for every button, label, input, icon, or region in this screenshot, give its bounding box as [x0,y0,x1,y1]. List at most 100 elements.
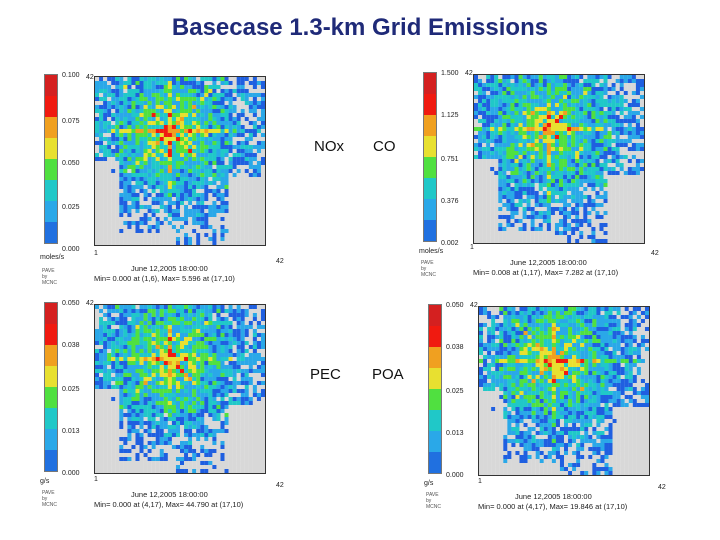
map-cell [159,321,164,326]
map-cell [514,123,519,128]
map-cell [192,357,197,362]
map-cell [240,377,245,382]
map-cell [530,179,535,184]
map-cell [554,115,560,120]
map-cell [248,125,253,130]
map-cell [518,235,523,240]
map-cell [575,191,580,196]
map-cell [175,149,181,154]
map-cell [212,357,217,362]
map-cell [107,329,112,334]
map-cell [99,149,104,154]
map-cell [107,349,112,354]
map-cell [175,357,181,362]
map-cell [143,117,148,122]
map-cell [486,239,491,243]
map-cell [627,111,632,116]
map-cell [216,433,221,438]
map-cell [115,421,120,426]
map-cell [236,305,241,310]
map-cell [591,99,596,104]
map-cell [526,227,531,232]
map-cell [244,225,249,230]
map-cell [180,433,185,438]
map-cell [127,149,132,154]
map-cell [256,169,262,174]
map-cell [196,305,201,310]
map-cell [204,153,209,158]
map-cell [236,149,241,154]
map-cell [256,421,262,426]
map-cell [260,405,265,410]
map-cell [139,189,144,194]
map-cell [514,175,519,180]
map-cell [224,385,229,390]
map-cell [196,109,201,114]
map-cell [490,199,495,204]
map-cell [575,119,580,124]
map-cell [143,317,148,322]
map-cell [139,149,144,154]
map-cell [498,75,503,80]
map-cell [603,235,608,240]
map-cell [135,305,140,310]
map-cell [163,357,168,362]
map-cell [502,175,507,180]
map-cell [167,321,172,326]
map-cell [196,229,201,234]
map-cell [119,369,124,374]
map-cell [546,83,551,88]
map-cell [167,241,172,245]
map-cell [147,197,152,202]
map-cell [256,397,262,402]
map-cell [563,179,568,184]
map-cell [123,129,128,134]
map-cell [607,75,612,80]
map-cell [111,181,116,186]
map-cell [575,219,580,224]
map-cell [607,147,612,152]
map-cell [256,113,262,118]
map-cell [159,121,164,126]
map-cell [575,135,580,140]
map-cell [550,127,556,132]
map-cell [559,211,564,216]
map-cell [155,217,160,222]
map-cell [546,211,551,216]
map-cell [579,159,584,164]
map-cell [228,121,233,126]
map-cell [256,213,262,218]
map-cell [111,405,116,410]
map-cell [196,197,201,202]
map-cell [184,373,189,378]
map-cell [490,91,495,96]
map-cell [107,117,112,122]
map-cell [571,163,576,168]
map-cell [115,189,120,194]
map-cell [143,93,148,98]
map-cell [639,219,644,224]
map-cell [103,393,108,398]
map-cell [151,205,156,210]
map-cell [131,205,136,210]
map-cell [240,165,245,170]
map-cell [498,167,503,172]
map-cell [502,183,507,188]
map-cell [607,163,612,168]
map-cell [180,237,185,242]
map-cell [232,205,237,210]
map-cell [139,121,144,126]
map-cell [550,211,556,216]
map-cell [554,139,560,144]
map-cell [248,117,253,122]
map-cell [212,121,217,126]
map-cell [248,149,253,154]
map-cell [208,233,213,238]
map-cell [615,163,620,168]
map-cell [95,149,100,154]
map-cell [236,77,241,82]
map-cell [167,133,172,138]
map-cell [232,177,237,182]
map-cell [526,135,531,140]
nox-note: PAVE by MCNC [42,268,57,286]
